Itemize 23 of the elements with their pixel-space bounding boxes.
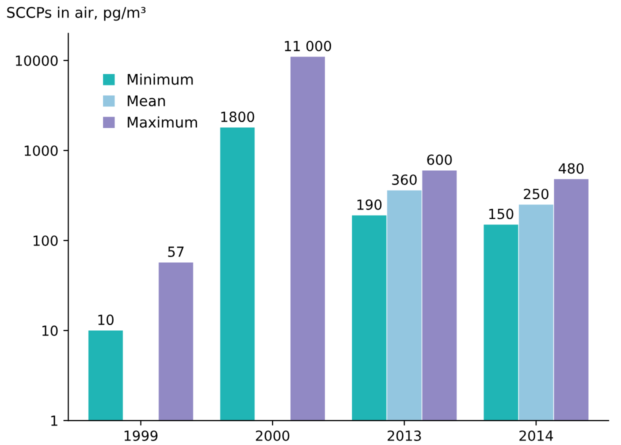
data-label: 10 xyxy=(98,314,114,326)
legend-label: Maximum xyxy=(128,116,197,128)
legend-label: Mean xyxy=(128,95,165,106)
y-tick-label: 100 xyxy=(34,235,58,246)
data-label: 11 000 xyxy=(284,40,332,52)
y-axis-title: SCCPs in air, pg/m³ xyxy=(7,6,146,21)
legend-label: Minimum xyxy=(128,74,193,85)
data-label: 480 xyxy=(558,163,584,174)
data-label: 360 xyxy=(392,174,417,185)
x-tick-label: 1999 xyxy=(124,430,158,441)
y-tick-label: 1000 xyxy=(24,145,58,156)
y-tick-label: 1 xyxy=(51,416,58,426)
data-label: 57 xyxy=(168,246,184,258)
y-tick-label: 10 xyxy=(42,325,58,336)
data-label: 600 xyxy=(427,154,452,165)
x-tick-label: 2013 xyxy=(388,430,421,441)
y-tick-label: 10000 xyxy=(16,55,58,66)
data-label: 190 xyxy=(357,199,382,210)
x-tick-label: 2000 xyxy=(256,430,290,441)
x-tick-label: 2014 xyxy=(519,430,553,441)
data-label: 150 xyxy=(489,208,514,220)
data-label: 250 xyxy=(524,188,548,200)
data-label: 1800 xyxy=(221,112,254,122)
